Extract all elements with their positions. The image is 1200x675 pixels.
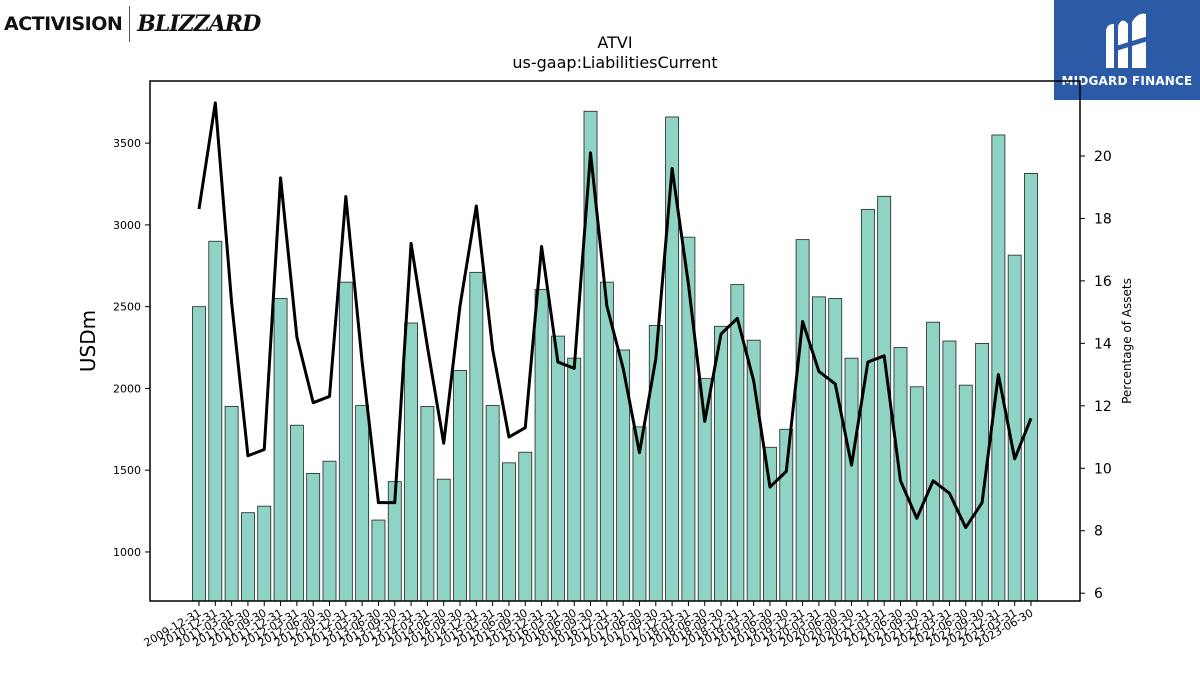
logo-divider bbox=[129, 6, 131, 42]
y2-tick-label: 12 bbox=[1094, 399, 1112, 415]
y-axis-left: 1000 1500 2000 2500 3000 3500 bbox=[113, 137, 150, 559]
midgard-emblem-icon bbox=[1106, 13, 1148, 69]
midgard-finance-logo: MIDGARD FINANCE bbox=[1054, 0, 1200, 100]
bar bbox=[371, 519, 386, 602]
plot-frame bbox=[149, 80, 1081, 602]
y2-tick-label: 14 bbox=[1094, 336, 1112, 352]
line-percentage-of-assets bbox=[197, 101, 1033, 530]
bar bbox=[273, 298, 288, 602]
bar bbox=[420, 406, 435, 602]
y2-tick-label: 8 bbox=[1094, 524, 1103, 540]
chart-subtitle: us-gaap:LiabilitiesCurrent bbox=[512, 53, 717, 72]
bar bbox=[453, 370, 467, 602]
y-tick-label: 1000 bbox=[113, 546, 141, 559]
y-tick-label: 3500 bbox=[113, 137, 141, 150]
bar bbox=[306, 473, 321, 602]
bar bbox=[338, 281, 353, 602]
bar bbox=[714, 325, 728, 602]
bar bbox=[192, 306, 206, 602]
y2-tick-label: 18 bbox=[1094, 211, 1112, 227]
blizzard-wordmark: BLIZZARD bbox=[137, 11, 261, 37]
bar bbox=[208, 240, 223, 602]
bar bbox=[860, 208, 875, 602]
midgard-finance-wordmark: MIDGARD FINANCE bbox=[1061, 74, 1193, 88]
bar bbox=[567, 357, 582, 602]
bar bbox=[224, 406, 239, 602]
y-tick-label: 2000 bbox=[113, 382, 141, 395]
y2-tick-label: 16 bbox=[1094, 274, 1112, 290]
bar bbox=[844, 357, 859, 602]
bar bbox=[404, 322, 418, 602]
y-axis-label: USDm bbox=[76, 310, 100, 372]
y-tick-label: 1500 bbox=[113, 464, 141, 477]
bar bbox=[926, 321, 941, 602]
bar bbox=[942, 340, 957, 602]
bar bbox=[257, 505, 272, 602]
activision-wordmark: ACTIVISION bbox=[4, 13, 123, 35]
y-tick-label: 2500 bbox=[113, 301, 141, 314]
bar bbox=[958, 384, 973, 602]
y-axis-right: 6 8 10 12 14 16 18 20 bbox=[1080, 149, 1112, 602]
y2-tick-label: 10 bbox=[1094, 461, 1112, 477]
y2-tick-label: 20 bbox=[1094, 149, 1112, 165]
bar bbox=[518, 451, 533, 602]
bar bbox=[828, 298, 843, 602]
line-series bbox=[197, 101, 1033, 530]
bar-series bbox=[192, 110, 1038, 602]
bar bbox=[289, 424, 304, 602]
bar bbox=[665, 116, 680, 602]
y2-axis-label: Percentage of Assets bbox=[1120, 278, 1134, 404]
bar bbox=[322, 460, 337, 602]
bar bbox=[795, 239, 810, 602]
y-tick-label: 3000 bbox=[113, 219, 141, 232]
y2-tick-label: 6 bbox=[1094, 586, 1103, 602]
bar bbox=[599, 281, 614, 602]
bar bbox=[469, 271, 484, 602]
bar bbox=[763, 446, 777, 602]
bar bbox=[534, 289, 549, 602]
bar bbox=[502, 462, 516, 602]
bar bbox=[485, 405, 500, 602]
bar bbox=[812, 296, 826, 602]
activision-blizzard-logo: ACTIVISION BLIZZARD bbox=[4, 4, 261, 44]
bar bbox=[1024, 172, 1038, 602]
bar bbox=[550, 335, 565, 602]
bar bbox=[991, 134, 1006, 602]
bar bbox=[355, 405, 370, 602]
chart-title: ATVI bbox=[597, 33, 632, 52]
bar bbox=[779, 428, 794, 602]
bar bbox=[909, 386, 924, 602]
bar bbox=[436, 478, 451, 602]
x-axis: 2009-12-312010-12-312011-03-312011-06-30… bbox=[142, 601, 1036, 650]
bar bbox=[241, 512, 255, 602]
